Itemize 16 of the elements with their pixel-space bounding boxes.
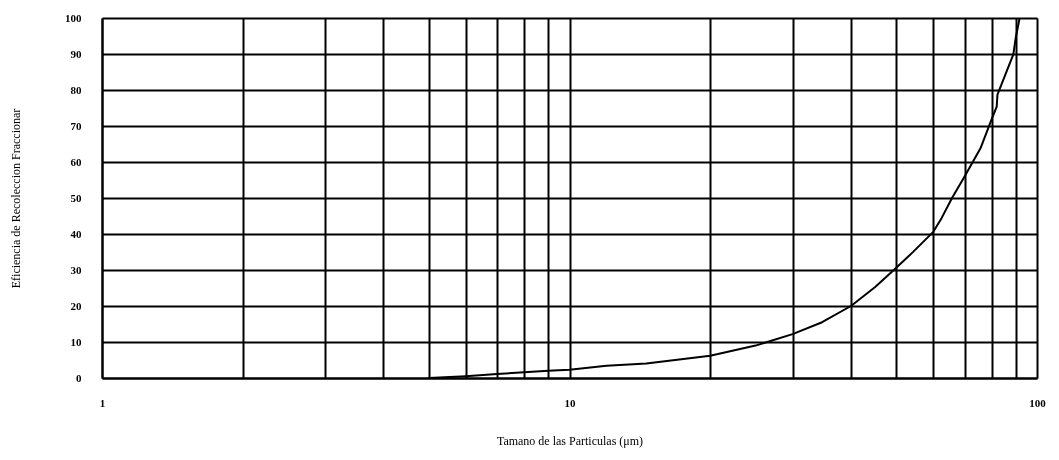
x-axis-title: Tamano de las Particulas (μm): [496, 433, 644, 448]
y-tick-label: 100: [65, 11, 82, 24]
y-tick-label: 80: [70, 83, 82, 96]
x-tick-label: 100: [1029, 396, 1047, 409]
y-tick-label: 50: [70, 191, 82, 204]
x-tick-label: 10: [564, 396, 576, 409]
y-tick-label: 0: [76, 371, 82, 384]
y-tick-label: 30: [70, 263, 82, 276]
y-tick-label: 40: [70, 227, 82, 240]
y-tick-label: 20: [70, 299, 82, 312]
y-tick-label: 10: [70, 335, 82, 348]
y-axis-title: Eficiencia de Recoleccion Fraccionar: [8, 108, 23, 289]
y-tick-label: 60: [70, 155, 82, 168]
y-tick-label: 70: [70, 119, 82, 132]
x-tick-label: 1: [99, 396, 106, 409]
y-tick-label: 90: [70, 47, 82, 60]
